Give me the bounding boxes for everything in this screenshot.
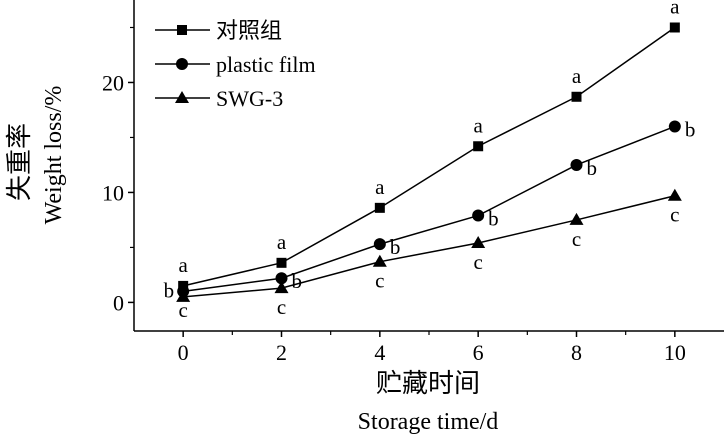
legend-marker-square	[177, 25, 187, 35]
x-tick-label: 10	[664, 340, 686, 365]
significance-label: c	[670, 203, 679, 227]
significance-label: a	[474, 113, 484, 137]
x-tick-label: 8	[571, 340, 582, 365]
significance-label: a	[375, 175, 385, 199]
data-point-circle	[472, 209, 485, 222]
legend-label-square: 对照组	[216, 18, 282, 43]
legend-label-circle: plastic film	[216, 52, 316, 77]
significance-label: a	[670, 0, 680, 18]
data-point-square	[571, 91, 582, 102]
data-point-triangle	[274, 281, 289, 294]
series-line-square	[182, 26, 676, 287]
data-point-circle	[570, 158, 583, 171]
data-point-square	[276, 257, 287, 268]
y-axis-title: Weight loss/%	[41, 86, 67, 225]
significance-label: b	[587, 156, 598, 180]
legend-marker-triangle	[175, 91, 189, 103]
significance-label: a	[179, 253, 189, 277]
y-axis-title-zh: 失重率	[5, 123, 34, 201]
significance-label: b	[488, 207, 499, 231]
significance-label: c	[277, 295, 286, 319]
series-line-circle	[183, 125, 676, 293]
significance-label: b	[685, 117, 696, 141]
y-tick-label: 0	[113, 290, 124, 315]
significance-label: c	[474, 250, 483, 274]
significance-label: a	[572, 64, 582, 88]
x-axis-title-zh: 贮藏时间	[376, 369, 480, 398]
x-tick-label: 0	[178, 340, 189, 365]
significance-label: b	[390, 235, 401, 259]
data-point-circle	[668, 120, 681, 133]
y-tick-label: 10	[102, 180, 124, 205]
significance-label: c	[572, 227, 581, 251]
axes	[133, 0, 724, 332]
ticks: 0 2 4 6 8 10 0 10 20	[102, 26, 686, 365]
significance-label: b	[292, 269, 303, 293]
data-point-triangle	[471, 236, 486, 249]
x-tick-label: 2	[276, 340, 287, 365]
y-tick-label: 20	[102, 70, 124, 95]
data-point-square	[473, 141, 484, 152]
significance-label: a	[277, 230, 287, 254]
significance-label: c	[179, 298, 188, 322]
data-point-square	[669, 22, 680, 33]
legend-marker-circle	[176, 58, 188, 70]
x-axis-title: Storage time/d	[358, 409, 499, 435]
data-point-circle	[275, 272, 288, 285]
data-point-triangle	[372, 254, 387, 267]
data-point-triangle	[569, 212, 584, 225]
legend: 对照组 plastic film SWG-3	[155, 18, 316, 111]
x-tick-label: 4	[374, 340, 385, 365]
data-point-triangle	[667, 188, 682, 201]
series-line-triangle	[183, 195, 676, 298]
data-point-triangle	[176, 289, 191, 302]
significance-label: b	[164, 278, 175, 302]
x-tick-label: 6	[473, 340, 484, 365]
legend-label-triangle: SWG-3	[216, 86, 283, 111]
data-point-square	[374, 202, 385, 213]
significance-label: c	[375, 269, 384, 293]
series-group	[176, 22, 682, 302]
data-point-circle	[373, 238, 386, 251]
